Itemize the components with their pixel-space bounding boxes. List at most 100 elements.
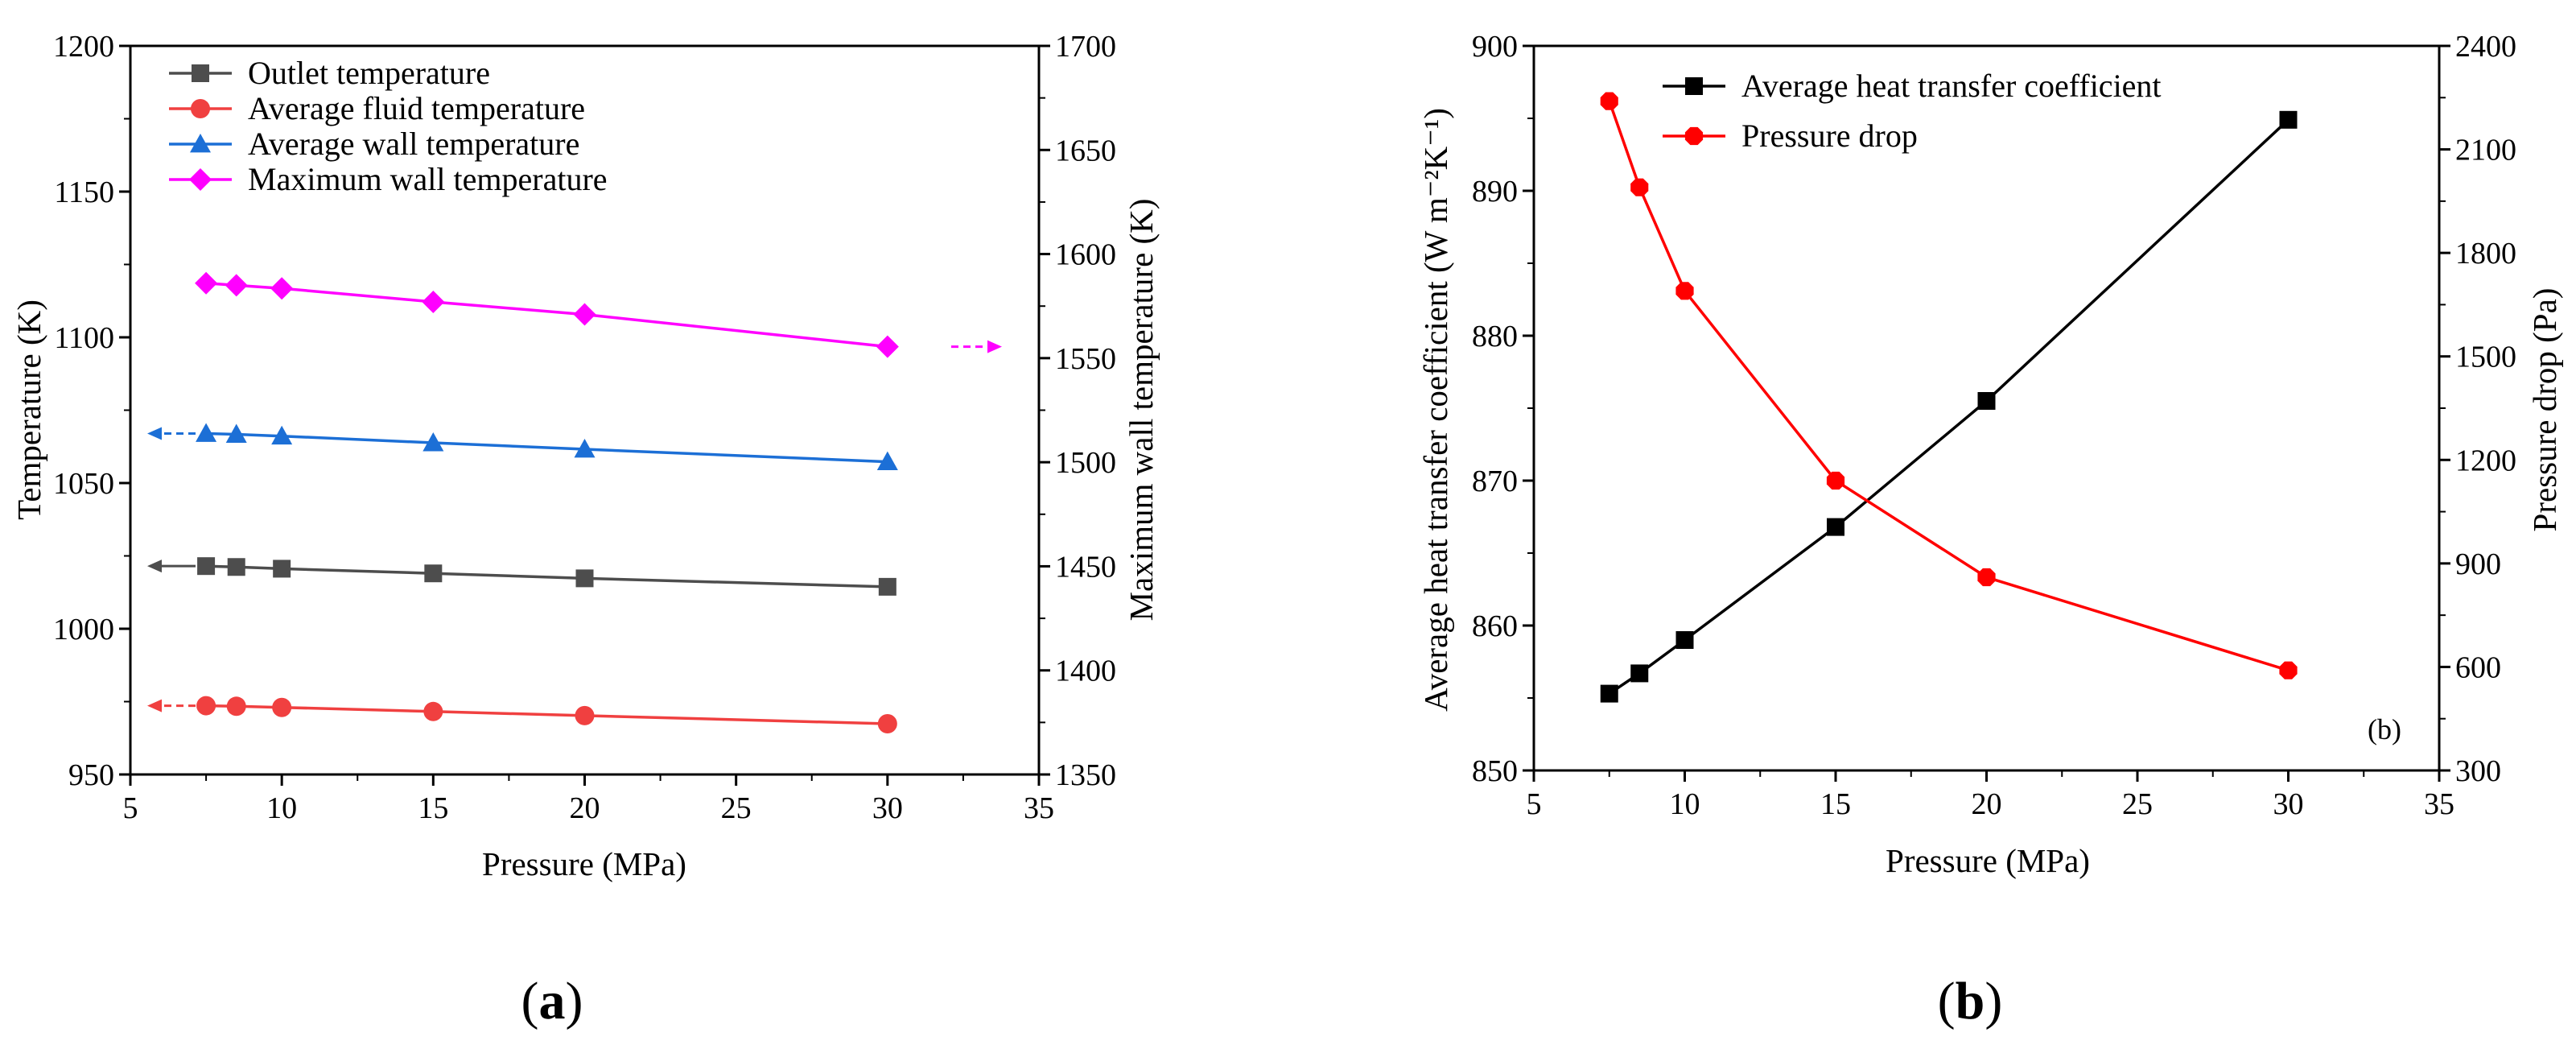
chart-a-series-0-line bbox=[206, 564, 888, 589]
chart-a-ylabel: Temperature (K) bbox=[10, 299, 47, 520]
chart-b-ytick-label: 890 bbox=[1472, 175, 1518, 209]
chart-b-xtick-label: 30 bbox=[2273, 787, 2304, 821]
chart-a-series-3-point bbox=[876, 335, 899, 358]
chart-a-series-3-arrow-head bbox=[987, 340, 1002, 353]
chart-b-ytick-label: 860 bbox=[1472, 609, 1518, 643]
chart-a-xlabel: Pressure (MPa) bbox=[482, 845, 686, 882]
chart-a-panel-letter: a bbox=[539, 972, 566, 1030]
chart-a-series-0-arrow-head bbox=[147, 560, 162, 573]
chart-b-ytick-label: 850 bbox=[1472, 754, 1518, 788]
chart-b-xtick-label: 25 bbox=[2122, 787, 2153, 821]
chart-a-series-1-point bbox=[272, 697, 292, 717]
chart-a-legend-2-label: Average wall temperature bbox=[248, 126, 579, 162]
chart-a-series-2-point bbox=[422, 432, 444, 452]
chart-a-xtick-label: 30 bbox=[872, 791, 903, 825]
chart-a: 5 10 15 20 25 30 35 950 1000 1050 1100 1150 1200 13… bbox=[10, 30, 1160, 1030]
chart-b-xtick-label: 15 bbox=[1820, 787, 1851, 821]
chart-b-panel-open: ( bbox=[1938, 972, 1956, 1030]
chart-a-series-0-point bbox=[197, 557, 216, 576]
chart-a-series-0-point bbox=[227, 558, 245, 576]
chart-b-legend-1-label: Pressure drop bbox=[1741, 118, 1918, 154]
chart-a-series-2-point bbox=[271, 425, 293, 445]
chart-b-y2tick-label: 300 bbox=[2455, 754, 2501, 788]
chart-a-series-3-point bbox=[225, 274, 248, 297]
chart-b-y2tick-label: 2100 bbox=[2455, 134, 2516, 167]
chart-a-series-0-point bbox=[878, 577, 896, 596]
chart-b: 5 10 15 20 25 30 35 850 860 870 880 890 900 300 600 9… bbox=[1417, 30, 2563, 1030]
chart-a-ytick-label: 1000 bbox=[53, 613, 114, 646]
chart-a-y2label: Maximum wall temperature (K) bbox=[1123, 199, 1160, 622]
chart-a-series-0-point bbox=[424, 564, 443, 583]
chart-b-xtick-label: 35 bbox=[2424, 787, 2454, 821]
chart-b-ytick-label: 870 bbox=[1472, 465, 1518, 498]
chart-b-panel-letter: b bbox=[1956, 972, 1985, 1030]
chart-a-y2tick-label: 1650 bbox=[1055, 134, 1116, 167]
chart-b-series-1-point bbox=[1600, 92, 1618, 110]
chart-b-series-0-point bbox=[2279, 110, 2298, 129]
chart-a-panel-close: ) bbox=[566, 972, 583, 1030]
chart-b-legend-0-label: Average heat transfer coefficient bbox=[1741, 68, 2162, 104]
chart-a-xtick-label: 15 bbox=[418, 791, 448, 825]
chart-b-y2tick-label: 600 bbox=[2455, 650, 2501, 684]
chart-a-series-0-point bbox=[273, 560, 291, 578]
chart-a-series-1-point bbox=[877, 714, 897, 734]
chart-b-series-0-point bbox=[1827, 518, 1844, 536]
chart-b-xtick-label: 5 bbox=[1527, 787, 1542, 821]
chart-a-ytick-label: 1200 bbox=[53, 30, 114, 64]
chart-a-legend-1-marker bbox=[191, 99, 210, 118]
chart-a-xtick-label: 25 bbox=[721, 791, 752, 825]
chart-a-series-0-point bbox=[575, 569, 594, 588]
chart-a-series-3-line bbox=[205, 282, 888, 349]
chart-b-y2tick-label: 1800 bbox=[2455, 237, 2516, 271]
chart-a-series-3-point bbox=[422, 291, 445, 314]
chart-a-y2tick-label: 1350 bbox=[1055, 758, 1116, 792]
chart-a-panel-label: (a) bbox=[521, 972, 583, 1030]
chart-a-series-3-point bbox=[195, 271, 218, 295]
chart-b-series-0-point bbox=[1675, 631, 1694, 649]
chart-b-series-1-point bbox=[1977, 568, 1996, 587]
chart-a-xtick-label: 35 bbox=[1024, 791, 1054, 825]
chart-a-series-2-point bbox=[876, 451, 898, 470]
chart-a-series-2-point bbox=[225, 423, 247, 443]
chart-b-legend-0-marker bbox=[1685, 77, 1703, 95]
chart-b-series-1-point bbox=[1826, 471, 1845, 490]
chart-a-series-1-line bbox=[206, 704, 888, 725]
chart-b-series-1-point bbox=[1675, 282, 1694, 300]
chart-b-annotation: (b) bbox=[2368, 713, 2401, 745]
chart-a-panel-open: ( bbox=[521, 972, 539, 1030]
chart-a-y2tick-label: 1550 bbox=[1055, 342, 1116, 376]
chart-b-xlabel: Pressure (MPa) bbox=[1886, 842, 2090, 879]
chart-b-series-0-point bbox=[1977, 392, 1996, 410]
chart-a-legend-0-marker bbox=[192, 64, 209, 82]
chart-a-xtick-label: 5 bbox=[123, 791, 138, 825]
chart-b-legend-1-marker bbox=[1684, 126, 1704, 146]
chart-b-y2tick-label: 900 bbox=[2455, 547, 2501, 581]
chart-a-series-2-point bbox=[196, 423, 217, 442]
chart-a-legend-0-label: Outlet temperature bbox=[248, 55, 490, 91]
chart-b-series-1-point bbox=[2279, 661, 2298, 679]
chart-b-series-0-line bbox=[1608, 118, 2290, 696]
chart-b-y2tick-label: 1200 bbox=[2455, 444, 2516, 477]
chart-a-series-1-point bbox=[575, 705, 595, 725]
chart-b-xtick-label: 10 bbox=[1670, 787, 1700, 821]
chart-a-legend-1-label: Average fluid temperature bbox=[248, 90, 585, 126]
chart-a-y2tick-label: 1500 bbox=[1055, 446, 1116, 480]
chart-a-legend-2-marker bbox=[190, 134, 211, 153]
chart-a-series-2-line bbox=[206, 432, 888, 464]
chart-a-ytick-label: 1150 bbox=[54, 176, 114, 209]
chart-a-series-1-point bbox=[226, 696, 246, 717]
chart-b-y2tick-label: 1500 bbox=[2455, 341, 2516, 374]
chart-b-ylabel: Average heat transfer coefficient (W m⁻²… bbox=[1417, 108, 1454, 712]
chart-a-y2tick-label: 1700 bbox=[1055, 30, 1116, 64]
chart-b-xtick-label: 20 bbox=[1972, 787, 2002, 821]
chart-a-ytick-label: 1050 bbox=[53, 467, 114, 501]
chart-a-xtick-label: 10 bbox=[266, 791, 297, 825]
chart-b-series-0-point bbox=[1630, 664, 1649, 683]
chart-a-series-1-point bbox=[423, 701, 443, 721]
chart-a-legend-3-label: Maximum wall temperature bbox=[248, 161, 608, 197]
chart-a-legend-3-marker bbox=[189, 168, 212, 191]
chart-a-series-1-point bbox=[196, 696, 216, 716]
chart-a-y2tick-label: 1400 bbox=[1055, 655, 1116, 688]
chart-a-xtick-label: 20 bbox=[570, 791, 600, 825]
